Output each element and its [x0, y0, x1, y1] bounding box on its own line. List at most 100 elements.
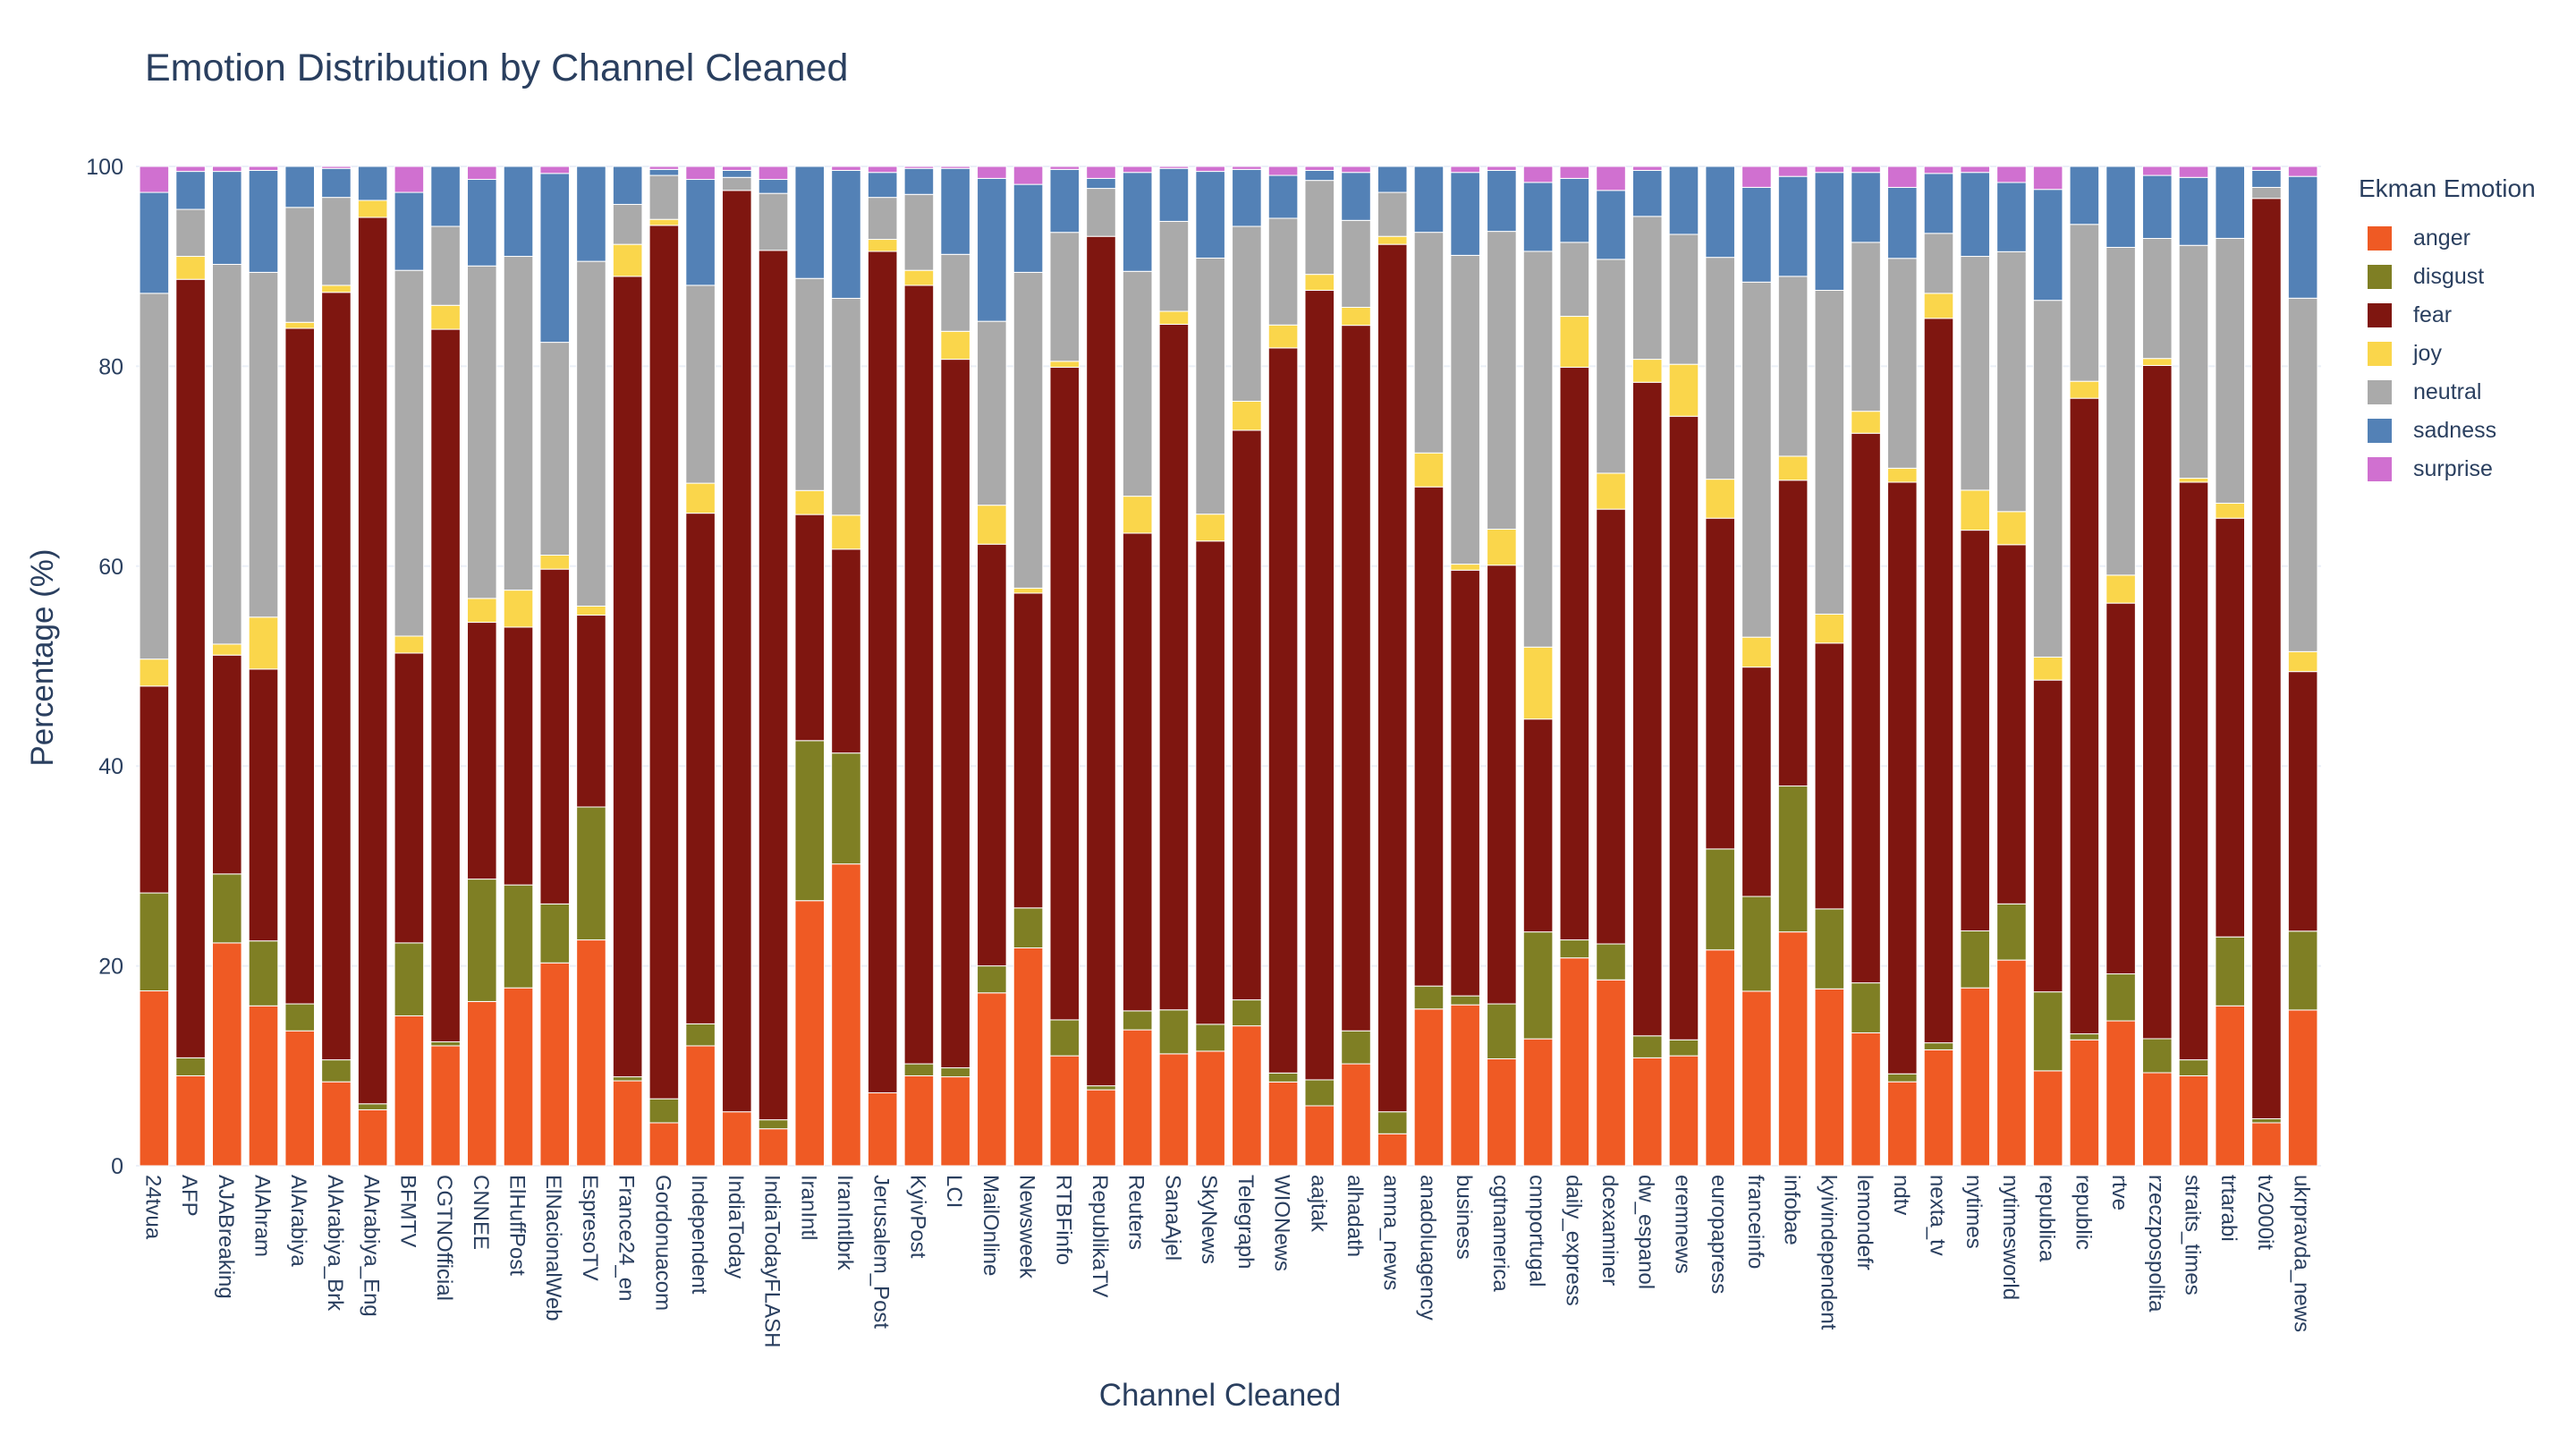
bar-segment-anger[interactable] — [1267, 1081, 1299, 1167]
bar-segment-neutral[interactable] — [685, 285, 716, 484]
bar-segment-anger[interactable] — [1923, 1049, 1954, 1167]
bar-segment-sadness[interactable] — [722, 169, 752, 178]
bar-segment-joy[interactable] — [2287, 650, 2318, 673]
bar-segment-disgust[interactable] — [430, 1041, 461, 1047]
bar-segment-fear[interactable] — [1413, 486, 1445, 987]
bar-segment-fear[interactable] — [503, 626, 534, 886]
bar-segment-disgust[interactable] — [503, 884, 534, 989]
bar-segment-sadness[interactable] — [2251, 169, 2282, 188]
bar-segment-surprise[interactable] — [2141, 166, 2173, 176]
bar-segment-anger[interactable] — [1158, 1053, 1190, 1167]
bar-segment-neutral[interactable] — [1267, 217, 1299, 326]
bar-segment-disgust[interactable] — [1886, 1073, 1918, 1083]
bar-segment-sadness[interactable] — [794, 166, 826, 279]
bar-segment-neutral[interactable] — [321, 197, 352, 286]
bar-segment-sadness[interactable] — [1631, 169, 1663, 217]
bar-segment-joy[interactable] — [1341, 306, 1371, 327]
bar-segment-fear[interactable] — [1304, 290, 1335, 1081]
bar-segment-sadness[interactable] — [430, 166, 461, 227]
bar-segment-fear[interactable] — [2287, 671, 2318, 932]
bar-segment-fear[interactable] — [467, 622, 497, 880]
bar-segment-anger[interactable] — [212, 942, 242, 1167]
bar-segment-joy[interactable] — [1923, 293, 1954, 319]
bar-segment-disgust[interactable] — [1923, 1042, 1954, 1050]
bar-segment-fear[interactable] — [794, 514, 826, 742]
bar-segment-anger[interactable] — [831, 863, 861, 1167]
bar-segment-disgust[interactable] — [1049, 1019, 1080, 1057]
bar-segment-disgust[interactable] — [648, 1098, 680, 1124]
bar-segment-neutral[interactable] — [722, 176, 752, 191]
bar-segment-anger[interactable] — [1814, 988, 1845, 1167]
legend-item-neutral[interactable]: neutral — [2359, 373, 2536, 412]
bar-segment-fear[interactable] — [1487, 565, 1517, 1005]
bar-segment-sadness[interactable] — [1923, 173, 1954, 234]
bar-segment-disgust[interactable] — [2215, 936, 2245, 1007]
bar-segment-joy[interactable] — [1522, 646, 1554, 720]
bar-segment-surprise[interactable] — [2287, 166, 2318, 177]
bar-segment-joy[interactable] — [539, 555, 571, 570]
bar-segment-fear[interactable] — [1631, 381, 1663, 1037]
bar-segment-joy[interactable] — [2032, 656, 2063, 681]
bar-segment-neutral[interactable] — [903, 193, 935, 271]
bar-segment-joy[interactable] — [576, 605, 606, 616]
bar-segment-fear[interactable] — [539, 568, 571, 905]
bar-segment-anger[interactable] — [1596, 979, 1626, 1167]
bar-segment-fear[interactable] — [1923, 318, 1954, 1044]
bar-segment-anger[interactable] — [2141, 1072, 2173, 1167]
bar-segment-neutral[interactable] — [212, 263, 242, 645]
bar-segment-joy[interactable] — [1450, 564, 1480, 571]
bar-segment-surprise[interactable] — [977, 166, 1007, 179]
bar-segment-anger[interactable] — [321, 1081, 352, 1167]
bar-segment-joy[interactable] — [284, 321, 316, 329]
bar-segment-joy[interactable] — [1377, 235, 1408, 245]
bar-segment-sadness[interactable] — [1996, 182, 2027, 252]
bar-segment-neutral[interactable] — [1960, 256, 1990, 491]
bar-segment-fear[interactable] — [139, 685, 170, 894]
bar-segment-neutral[interactable] — [139, 293, 170, 660]
bar-segment-surprise[interactable] — [248, 166, 279, 171]
bar-segment-neutral[interactable] — [1559, 242, 1590, 318]
bar-segment-joy[interactable] — [1851, 411, 1881, 434]
bar-segment-joy[interactable] — [357, 200, 388, 218]
bar-segment-joy[interactable] — [903, 269, 935, 286]
bar-segment-joy[interactable] — [1267, 324, 1299, 349]
bar-segment-joy[interactable] — [1049, 361, 1080, 369]
bar-segment-anger[interactable] — [1341, 1063, 1371, 1167]
bar-segment-surprise[interactable] — [648, 166, 680, 170]
bar-segment-anger[interactable] — [794, 900, 826, 1167]
bar-segment-anger[interactable] — [1122, 1029, 1153, 1167]
bar-segment-joy[interactable] — [248, 616, 279, 670]
bar-segment-joy[interactable] — [1304, 274, 1335, 292]
bar-segment-anger[interactable] — [357, 1108, 388, 1167]
bar-segment-fear[interactable] — [903, 285, 935, 1065]
bar-segment-sadness[interactable] — [1195, 171, 1225, 259]
bar-segment-fear[interactable] — [2069, 397, 2100, 1035]
bar-segment-disgust[interactable] — [284, 1003, 316, 1032]
bar-segment-joy[interactable] — [1232, 400, 1262, 431]
bar-segment-fear[interactable] — [248, 668, 279, 942]
bar-segment-joy[interactable] — [1413, 452, 1445, 488]
bar-segment-disgust[interactable] — [612, 1076, 643, 1082]
bar-segment-joy[interactable] — [1886, 467, 1918, 483]
bar-segment-fear[interactable] — [831, 548, 861, 754]
bar-segment-surprise[interactable] — [1631, 166, 1663, 171]
bar-segment-neutral[interactable] — [1158, 220, 1190, 312]
bar-segment-anger[interactable] — [1559, 957, 1590, 1167]
bar-segment-neutral[interactable] — [1413, 232, 1445, 454]
bar-segment-anger[interactable] — [2032, 1070, 2063, 1167]
bar-segment-sadness[interactable] — [685, 179, 716, 286]
bar-segment-joy[interactable] — [1814, 613, 1845, 644]
bar-segment-joy[interactable] — [2106, 574, 2136, 604]
bar-segment-neutral[interactable] — [1596, 259, 1626, 474]
bar-segment-neutral[interactable] — [1996, 251, 2027, 513]
bar-segment-joy[interactable] — [1741, 636, 1772, 668]
bar-segment-surprise[interactable] — [2032, 166, 2063, 191]
legend-item-joy[interactable]: joy — [2359, 335, 2536, 373]
bar-segment-surprise[interactable] — [539, 166, 571, 174]
bar-segment-sadness[interactable] — [576, 166, 606, 262]
bar-segment-fear[interactable] — [1814, 642, 1845, 910]
bar-segment-disgust[interactable] — [2106, 973, 2136, 1022]
bar-segment-anger[interactable] — [1851, 1032, 1881, 1167]
bar-segment-fear[interactable] — [977, 543, 1007, 967]
bar-segment-disgust[interactable] — [1741, 896, 1772, 992]
